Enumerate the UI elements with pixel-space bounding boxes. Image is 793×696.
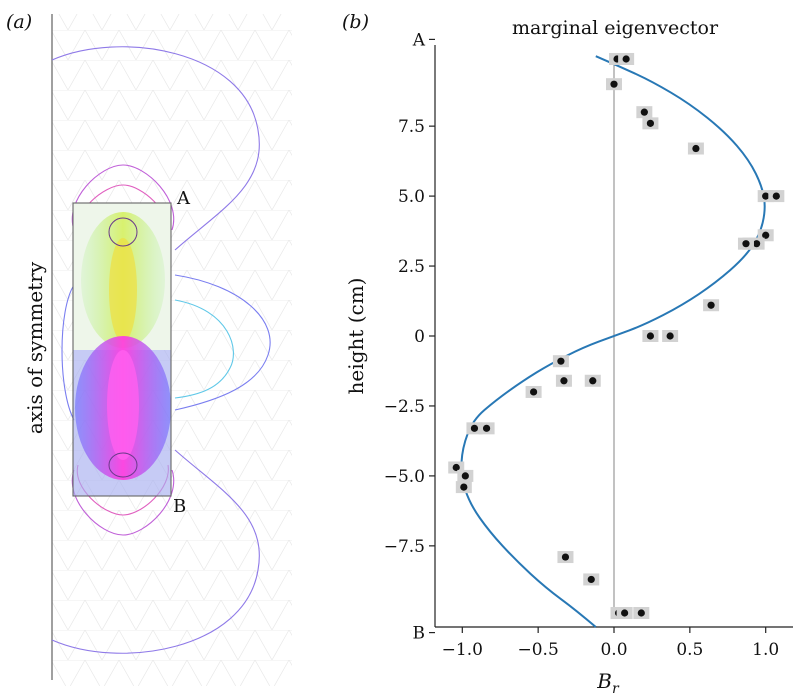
data-point — [707, 301, 715, 309]
data-point — [646, 119, 655, 127]
field-line-cyan — [174, 299, 234, 399]
y-axis-label: height (cm) — [344, 278, 368, 395]
data-series — [448, 52, 785, 628]
field-line-outer-top — [51, 46, 260, 251]
data-point — [460, 483, 468, 491]
y-tick-label: 0 — [414, 327, 425, 347]
data-point — [762, 231, 770, 239]
data-point — [646, 332, 655, 340]
eigenvector-curve — [460, 55, 766, 628]
y-tick-label: −5.0 — [384, 467, 425, 487]
symmetry-axis-label: axis of symmetry — [23, 261, 47, 434]
y-tick-label: 7.5 — [398, 117, 425, 137]
data-point — [692, 144, 700, 153]
x-tick-label: −1.0 — [442, 640, 483, 660]
x-axis-ticks: −1.0 −0.5 0.0 0.5 1.0 — [442, 627, 779, 660]
y-tick-label: A — [412, 30, 426, 50]
data-point — [621, 609, 629, 617]
data-point — [622, 55, 630, 63]
data-point — [557, 357, 565, 365]
x-tick-label: 1.0 — [752, 640, 779, 660]
field-line-ring-2 — [71, 469, 175, 536]
x-tick-label: 0.0 — [600, 640, 627, 660]
y-tick-label: −2.5 — [384, 397, 425, 417]
y-tick-label: B — [413, 624, 426, 644]
data-point — [589, 377, 597, 385]
panel-a: (a) axis of symmetry A B — [6, 11, 292, 686]
y-axis-ticks: A 7.5 5.0 2.5 0 −2.5 −5.0 −7.5 B — [384, 30, 435, 644]
data-point — [666, 332, 674, 340]
top-contour — [108, 217, 138, 247]
data-point — [752, 240, 761, 248]
marker-b-label: B — [173, 496, 186, 517]
field-line-middle — [174, 274, 271, 411]
data-point — [772, 192, 780, 200]
x-tick-label: 0.5 — [676, 640, 703, 660]
field-line-outer-bottom — [51, 449, 260, 654]
x-tick-label: −0.5 — [518, 640, 559, 660]
data-point — [452, 463, 460, 472]
upper-lobe-core — [109, 238, 137, 342]
field-line-left-middle — [61, 284, 75, 421]
x-axis-label-subscript: r — [612, 681, 620, 696]
lower-lobe-core — [107, 350, 139, 460]
chart-title: marginal eigenvector — [512, 17, 719, 39]
y-tick-label: 5.0 — [398, 187, 425, 207]
x-axis-label-main: B — [596, 669, 612, 693]
y-tick-label: −7.5 — [384, 537, 425, 557]
data-point — [637, 609, 645, 617]
data-point — [561, 553, 570, 561]
panel-b: (b) marginal eigenvector A 7.5 5.0 2.5 0 −2.5… — [342, 11, 793, 696]
panel-b-label: (b) — [342, 11, 369, 33]
bottom-contour — [108, 452, 138, 478]
data-point — [530, 388, 538, 396]
data-point — [742, 240, 750, 248]
data-point — [482, 424, 491, 432]
data-point — [762, 192, 770, 200]
data-point — [610, 80, 618, 88]
data-point — [640, 108, 648, 116]
data-point — [461, 472, 469, 480]
y-tick-label: 2.5 — [398, 257, 425, 277]
x-axis-label: Br — [596, 669, 620, 696]
coil-outline — [72, 202, 172, 497]
data-point — [587, 575, 595, 584]
data-point — [470, 424, 479, 432]
marker-a-label: A — [176, 188, 191, 209]
data-point — [560, 377, 568, 385]
panel-a-label: (a) — [6, 11, 32, 33]
